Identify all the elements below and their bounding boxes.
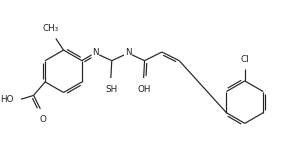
Text: N: N (92, 48, 99, 57)
Text: CH₃: CH₃ (43, 24, 59, 33)
Text: Cl: Cl (241, 55, 249, 64)
Text: O: O (40, 115, 47, 124)
Text: HO: HO (0, 95, 13, 104)
Text: SH: SH (106, 85, 118, 94)
Text: OH: OH (138, 85, 151, 94)
Text: N: N (125, 48, 132, 57)
